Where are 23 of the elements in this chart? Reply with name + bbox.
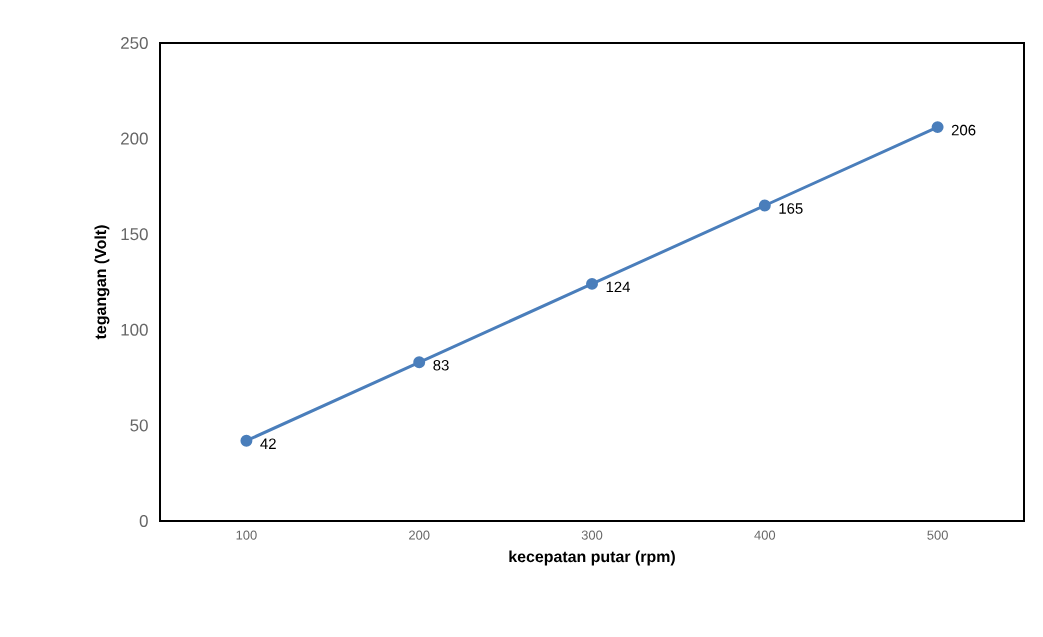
data-label: 42 [260,438,276,449]
x-axis-title: kecepatan putar (rpm) [509,550,675,566]
y-tick-label: 200 [121,132,148,145]
data-label: 83 [433,360,449,371]
point [758,199,771,212]
x-tick-label: 200 [409,530,430,540]
x-tick-label: 100 [236,530,257,540]
point [413,356,426,369]
data-label: 165 [779,203,803,214]
x-tick-label: 400 [754,530,776,540]
point [586,277,598,290]
data-label: 124 [606,281,631,293]
x-tick-label: 300 [581,530,603,540]
y-tick-label: 150 [121,228,148,241]
point [931,121,944,134]
x-tick-label: 500 [927,530,948,540]
y-tick-label: 100 [121,323,148,336]
data-label: 206 [951,124,976,136]
y-axis-title: tegangan (Volt) [94,225,110,340]
point [240,434,253,447]
y-tick-label: 50 [130,419,148,432]
y-tick-label: 250 [121,36,148,49]
y-tick-label: 0 [139,514,148,527]
